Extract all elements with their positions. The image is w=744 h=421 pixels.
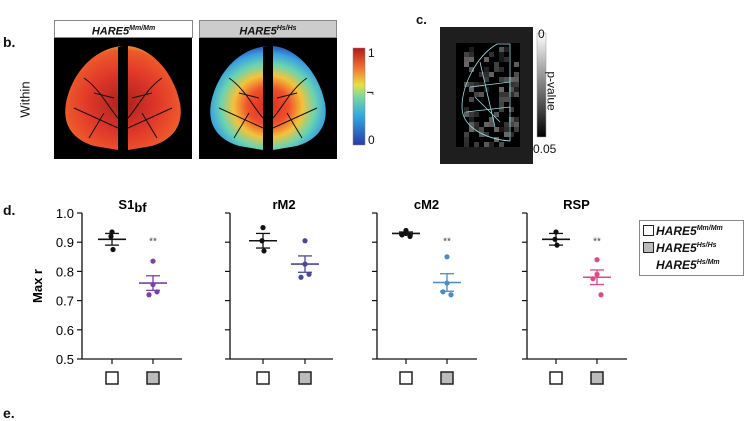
data-point (302, 261, 308, 267)
group-marker (399, 371, 413, 385)
chart-title-sub: bf (134, 200, 147, 215)
y-tick-label: 1.0 (56, 206, 74, 221)
panel-b-label: b. (3, 34, 16, 50)
data-point (150, 281, 156, 288)
group-marker (105, 371, 119, 385)
brain-maps (54, 38, 337, 159)
legend-swatch-mm (643, 225, 654, 236)
data-point (444, 254, 450, 260)
data-point (553, 229, 559, 235)
data-point (448, 292, 454, 298)
group-marker (549, 371, 563, 385)
y-tick-label: 0.9 (56, 235, 74, 250)
data-point (261, 248, 267, 254)
data-point (110, 246, 116, 253)
legend-mm-sup: Mm/Mm (696, 225, 723, 232)
data-point (552, 236, 558, 242)
p-value-top: 0 (538, 27, 545, 41)
header-hs: HARE5Hs/Hs (199, 20, 337, 38)
data-point (154, 289, 160, 295)
panel-e-label: e. (3, 405, 15, 421)
legend-item-hs: HARE5Hs/Hs (643, 241, 717, 255)
group-marker (298, 371, 312, 385)
panel-d-label: d. (3, 202, 16, 218)
legend-hs-sup: Hs/Hs (696, 242, 717, 249)
y-tick-label: 0.6 (56, 323, 74, 338)
group-marker (440, 371, 454, 385)
y-tick-label: 0.8 (56, 264, 74, 279)
data-point (109, 229, 115, 235)
data-point (594, 257, 600, 263)
data-point (259, 238, 265, 244)
p-value-colorbar (536, 32, 547, 138)
data-point (594, 271, 600, 277)
chart-title: rM2 (272, 197, 295, 212)
y-tick-label: 0.7 (56, 294, 74, 309)
r-colorbar-title: r (364, 91, 378, 95)
legend-item-mm: HARE5Mm/Mm (643, 224, 723, 238)
chart-title: RSP (563, 197, 590, 212)
legend-item-hsmm: HARE5Hs/Mm (656, 258, 720, 272)
data-point (298, 274, 304, 280)
legend-hsmm-base: HARE5 (656, 258, 697, 272)
r-colorbar-max: 1 (368, 46, 375, 60)
header-hs-base: HARE5 (239, 25, 277, 38)
group-marker (146, 371, 160, 385)
r-colorbar-min: 0 (368, 133, 375, 147)
legend-hs-base: HARE5 (656, 241, 697, 255)
data-point (146, 292, 152, 298)
data-point (260, 225, 266, 231)
data-point (554, 242, 560, 248)
p-value-map (440, 27, 533, 164)
group-marker (590, 371, 604, 385)
p-value-title: p-value (544, 71, 559, 111)
data-point (598, 292, 604, 298)
header-mm-sup: Mm/Mm (129, 25, 156, 32)
data-point (302, 238, 308, 244)
data-point (306, 271, 312, 277)
p-value-bottom: 0.05 (533, 142, 557, 156)
r-colorbar (352, 47, 366, 146)
header-hs-sup: Hs/Hs (276, 25, 297, 32)
data-point (403, 230, 409, 237)
y-tick-label: 0.5 (56, 352, 74, 367)
data-point (440, 289, 446, 295)
legend: HARE5Mm/Mm HARE5Hs/Hs HARE5Hs/Mm (639, 220, 744, 276)
max-r-charts: 0.5 0.6 0.7 0.8 0.9 1.0 Max r S1bf ** rM2 cM2 ** RSP… (30, 197, 627, 385)
significance-marker: ** (443, 237, 451, 248)
panel-c-label: c. (416, 12, 427, 27)
row-label-within: Within (17, 81, 33, 118)
y-axis-label: Max r (30, 269, 45, 303)
legend-swatch-hs (643, 242, 654, 253)
data-point (150, 258, 156, 264)
legend-mm-base: HARE5 (656, 224, 697, 238)
data-point (108, 233, 114, 239)
header-mm: HARE5Mm/Mm (54, 20, 193, 38)
chart-title: S1bf (118, 197, 147, 215)
header-mm-base: HARE5 (91, 25, 130, 38)
chart-title: cM2 (414, 197, 439, 212)
group-marker (256, 371, 270, 385)
data-point (590, 276, 596, 282)
legend-hsmm-sup: Hs/Mm (696, 259, 720, 266)
significance-marker: ** (149, 237, 157, 248)
data-point (399, 232, 405, 238)
data-point (444, 280, 450, 286)
data-point (407, 233, 413, 239)
significance-marker: ** (593, 237, 601, 248)
